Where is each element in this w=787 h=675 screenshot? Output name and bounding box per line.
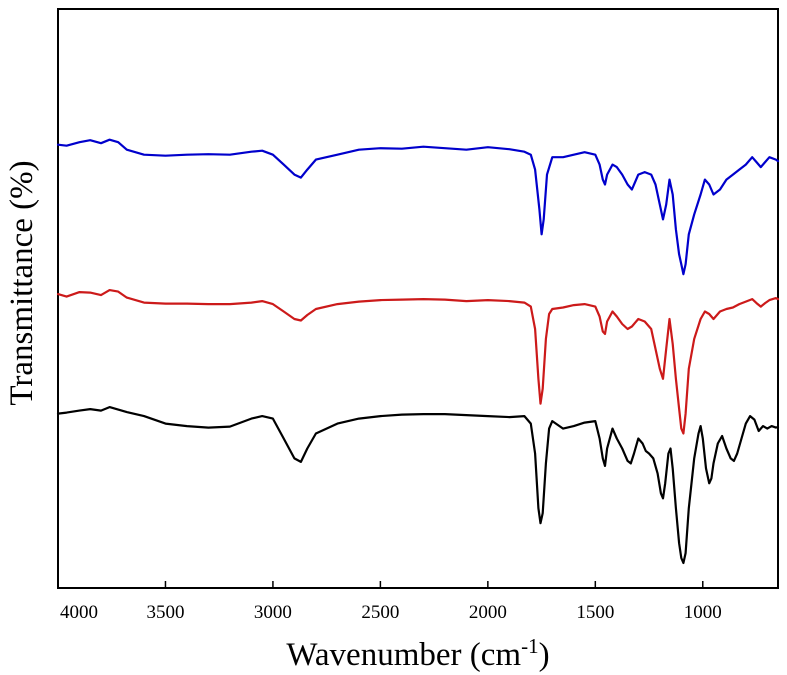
x-axis-title: Wavenumber (cm-1) [286, 634, 549, 673]
x-tick-label: 4000 [60, 602, 98, 623]
x-axis-tick-labels: 4000 3500 3000 2500 2000 1500 1000 [60, 602, 722, 623]
x-axis-ticks [57, 581, 704, 588]
x-tick-label: 3000 [254, 602, 292, 623]
x-axis-title-main: Wavenumber (cm [286, 637, 521, 673]
series-line-blue [56, 138, 780, 276]
x-axis-title-superscript: -1 [521, 634, 539, 658]
series-group [56, 138, 780, 565]
x-tick-label: 1000 [684, 602, 722, 623]
x-tick-label: 2500 [361, 602, 399, 623]
x-tick-label: 2000 [469, 602, 507, 623]
x-axis-title-close: ) [539, 637, 550, 673]
x-tick-label: 1500 [576, 602, 614, 623]
series-line-red [56, 289, 780, 435]
y-axis-title: Transmittance (%) [4, 160, 40, 405]
x-tick-label: 3500 [146, 602, 184, 623]
series-line-black [56, 406, 780, 565]
